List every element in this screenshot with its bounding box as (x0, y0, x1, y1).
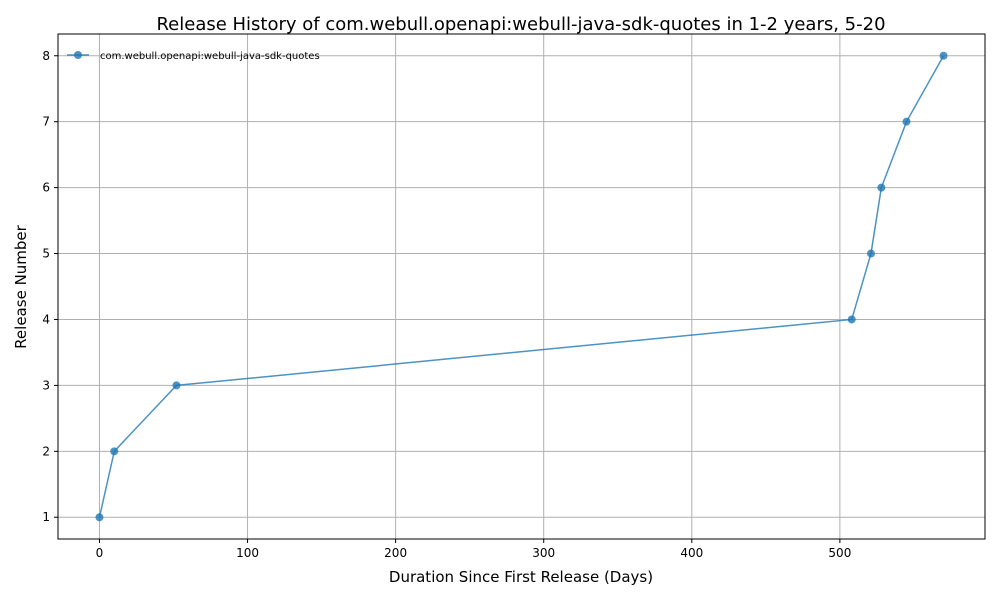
plot-area-frame (57, 33, 986, 540)
grid (58, 34, 985, 539)
y-tick-label: 3 (42, 378, 50, 392)
legend: com.webull.openapi:webull-java-sdk-quote… (67, 51, 320, 62)
x-tick-label: 200 (384, 546, 407, 560)
data-point (877, 183, 886, 192)
data-point (939, 51, 948, 60)
y-tick-label: 6 (42, 181, 50, 195)
y-tick-label: 1 (42, 510, 50, 524)
x-axis-label: Duration Since First Release (Days) (389, 568, 653, 586)
y-axis-ticks: 1 2 3 4 5 6 7 8 (42, 49, 58, 524)
series-layer (95, 51, 948, 522)
y-tick-label: 8 (42, 49, 50, 63)
y-tick-label: 5 (42, 247, 50, 261)
y-tick-label: 4 (42, 312, 50, 326)
data-point (95, 513, 104, 522)
chart-title: Release History of com.webull.openapi:we… (156, 14, 885, 35)
legend-marker (74, 51, 82, 59)
y-tick-label: 7 (42, 115, 50, 129)
x-tick-label: 0 (96, 546, 104, 560)
x-tick-label: 300 (532, 546, 555, 560)
y-tick-label: 2 (42, 444, 50, 458)
data-point (866, 249, 875, 258)
x-axis-ticks: 0 100 200 300 400 500 (96, 539, 851, 560)
y-axis-label: Release Number (12, 224, 30, 348)
data-point (172, 381, 181, 390)
data-point (902, 117, 911, 126)
series-line (98, 55, 945, 518)
x-tick-label: 400 (680, 546, 703, 560)
x-tick-label: 500 (828, 546, 851, 560)
data-point (110, 447, 119, 456)
x-tick-label: 100 (236, 546, 259, 560)
data-point (847, 315, 856, 324)
legend-label: com.webull.openapi:webull-java-sdk-quote… (100, 51, 320, 62)
